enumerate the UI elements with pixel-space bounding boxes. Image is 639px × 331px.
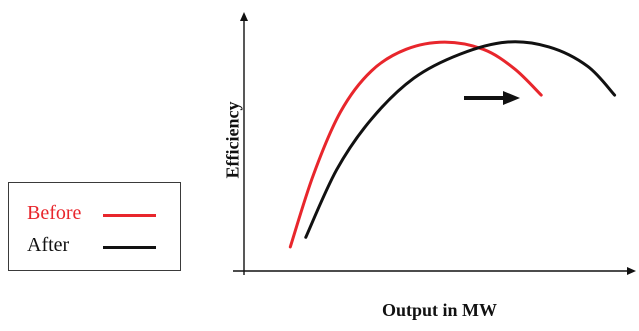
- y-axis-arrowhead: [240, 12, 248, 21]
- series-layer: [288, 40, 617, 249]
- legend-swatch-before: [103, 213, 156, 217]
- series-line-before: [288, 40, 543, 249]
- y-axis-label: Efficiency: [222, 101, 243, 179]
- legend-label-before: Before: [27, 202, 82, 224]
- legend-item-after: After: [27, 233, 156, 257]
- shift-arrow-icon: [464, 91, 520, 105]
- legend: Before After: [8, 182, 181, 271]
- x-axis-label: Output in MW: [381, 300, 498, 320]
- legend-item-before: Before: [27, 201, 156, 225]
- legend-swatch-after: [103, 245, 156, 249]
- x-axis-arrowhead: [627, 267, 636, 275]
- legend-label-after: After: [27, 234, 70, 256]
- series-line-after: [304, 40, 617, 239]
